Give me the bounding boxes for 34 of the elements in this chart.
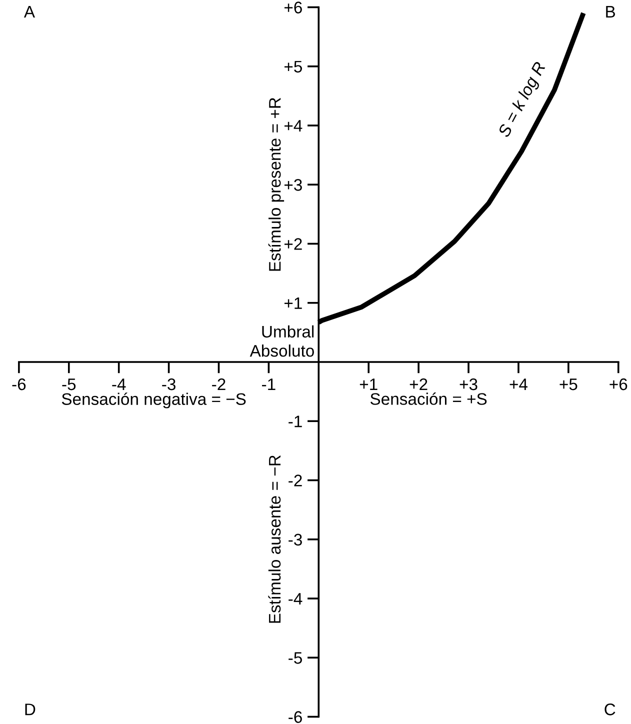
- annotation: Estímulo presente = +R: [268, 98, 284, 271]
- y-tick-label: -1: [288, 416, 302, 428]
- x-tick-label: +2: [410, 378, 428, 390]
- annotation: D: [25, 704, 36, 716]
- x-tick-label: +3: [460, 378, 478, 390]
- text: S = k log R: [497, 60, 549, 140]
- x-tick-label: -6: [12, 378, 26, 390]
- x-tick-label: +4: [510, 378, 528, 390]
- x-tick-label: +6: [610, 378, 628, 390]
- x-tick-label: +1: [360, 378, 378, 390]
- annotation: A: [24, 6, 36, 18]
- annotation: Sensación negativa = −S: [62, 392, 246, 408]
- y-tick-label: -3: [288, 534, 302, 546]
- y-tick-label: -5: [288, 652, 302, 664]
- y-tick-label: +2: [284, 238, 302, 250]
- annotation: Sensación = +S: [370, 392, 487, 405]
- annotation: C: [604, 704, 616, 716]
- y-tick-label: +5: [284, 60, 302, 73]
- x-tick-label: -1: [262, 378, 276, 390]
- x-tick-label: -2: [212, 378, 226, 390]
- y-tick-label: +4: [284, 120, 302, 132]
- y-tick-label: +6: [284, 2, 302, 14]
- x-tick-label: -3: [162, 378, 176, 390]
- y-tick-label: +1: [284, 297, 302, 309]
- x-tick-label: +5: [560, 378, 578, 390]
- annotation: B: [606, 6, 615, 18]
- x-tick-label: -4: [112, 378, 126, 390]
- x-tick-label: -5: [62, 378, 76, 390]
- annotation: Umbral Absoluto: [250, 325, 314, 357]
- y-tick-label: -2: [288, 474, 302, 486]
- y-tick-label: -4: [288, 593, 302, 605]
- y-tick-label: -6: [288, 711, 302, 723]
- annotation: Estímulo ausente = −R: [268, 455, 281, 623]
- y-tick-label: +3: [284, 179, 302, 191]
